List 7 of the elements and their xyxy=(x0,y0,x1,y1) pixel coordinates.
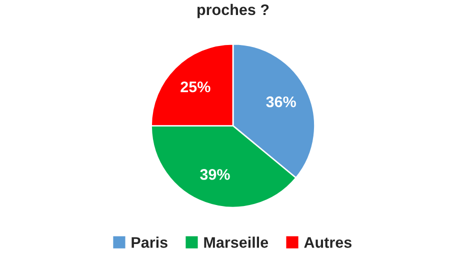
legend-label: Autres xyxy=(304,237,352,248)
data-label: 25% xyxy=(180,81,210,92)
data-label: 39% xyxy=(200,169,230,180)
data-label: 36% xyxy=(266,96,296,108)
chart-title: proches ? xyxy=(198,4,269,18)
legend-label: Paris xyxy=(132,236,168,248)
legend-label: Marseille xyxy=(204,236,268,248)
